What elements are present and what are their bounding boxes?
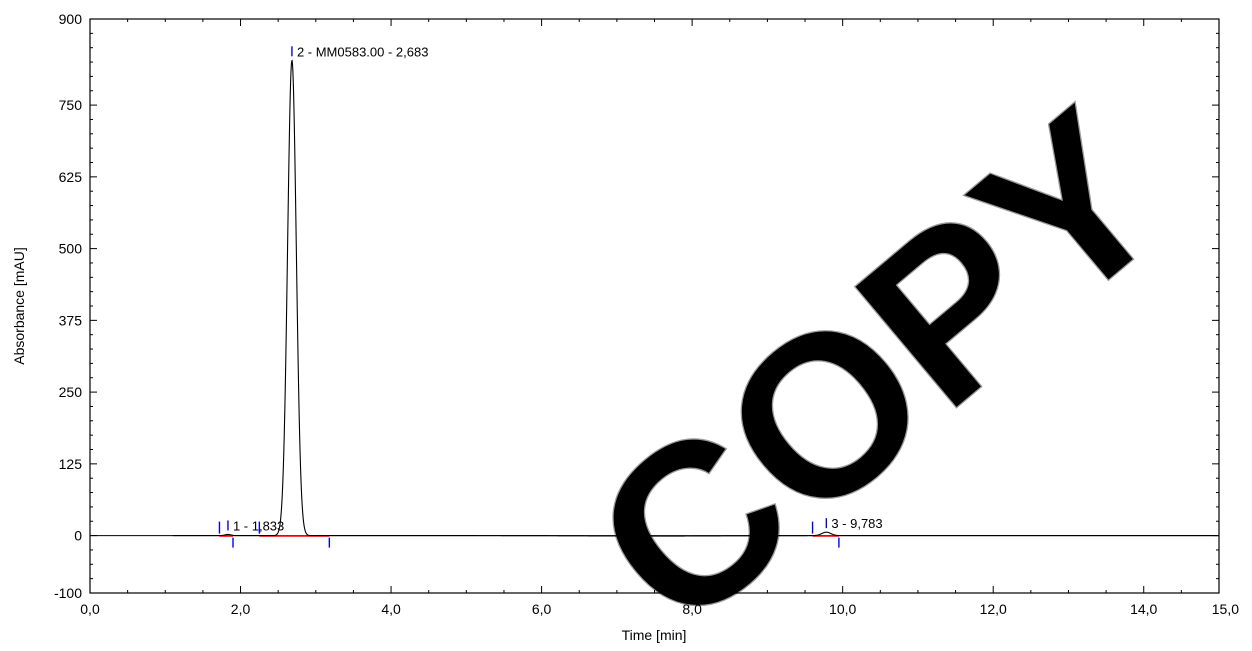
peak-label: 2 - MM0583.00 - 2,683: [297, 44, 429, 59]
x-tick-label: 14,0: [1130, 601, 1157, 617]
x-tick-label: 6,0: [532, 601, 552, 617]
x-axis: 0,0 2,0 4,0 6,0 8,0 10,0 12,0 14,0 15,0: [80, 19, 1239, 617]
y-axis: -100 0 125 250 375 500 625 750 900: [54, 11, 1219, 601]
y-tick-label: 0: [74, 528, 82, 544]
peak-label: 1 - 1,833: [233, 518, 284, 533]
signal-traces: [172, 59, 1219, 537]
y-tick-label: 750: [59, 97, 83, 113]
x-axis-title: Time [min]: [622, 627, 687, 643]
peak-label: 3 - 9,783: [831, 516, 882, 531]
peak-annotations: 1 - 1,833 2 - MM0583.00 - 2,683 3 - 9,783: [218, 44, 883, 548]
y-tick-label: 375: [59, 312, 83, 328]
signal-trace: [172, 59, 1219, 537]
y-tick-label: 625: [59, 169, 83, 185]
watermark: COPY: [546, 61, 1212, 651]
x-tick-label: 4,0: [381, 601, 401, 617]
x-tick-label: 15,0: [1212, 601, 1239, 617]
y-tick-label: 500: [59, 241, 83, 257]
x-tick-label: 8,0: [682, 601, 702, 617]
y-tick-label: -100: [54, 585, 82, 601]
x-tick-label: 10,0: [829, 601, 856, 617]
y-tick-label: 900: [59, 11, 83, 27]
watermark-text: COPY: [547, 61, 1212, 651]
x-tick-label: 0,0: [80, 601, 100, 617]
y-tick-label: 250: [59, 384, 83, 400]
y-axis-title: Absorbance [mAU]: [11, 247, 27, 365]
x-tick-label: 2,0: [231, 601, 251, 617]
y-tick-label: 125: [59, 456, 83, 472]
x-tick-label: 12,0: [980, 601, 1007, 617]
